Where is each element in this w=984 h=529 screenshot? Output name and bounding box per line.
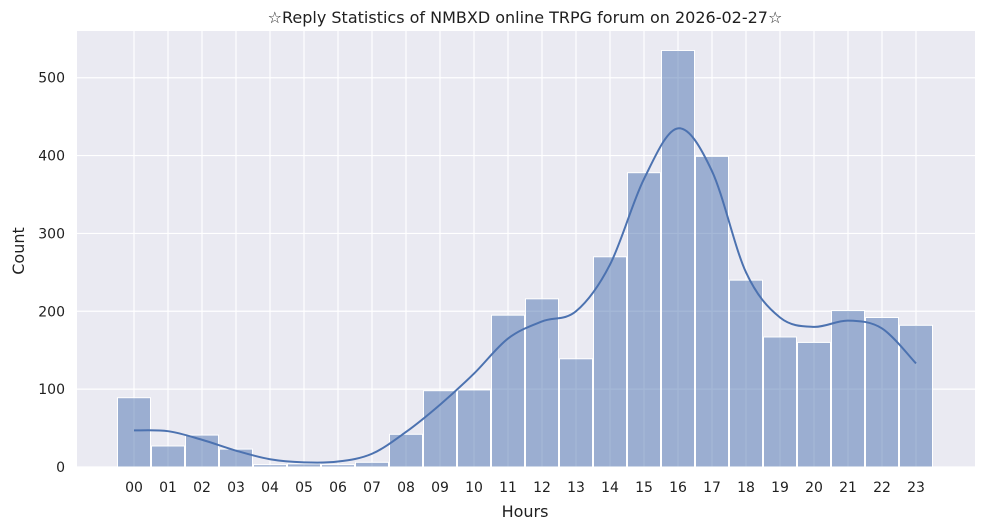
x-tick-label-08: 08 [397,480,415,496]
x-tick-label-00: 00 [125,480,143,496]
x-tick-label-03: 03 [227,480,245,496]
x-tick-label-01: 01 [159,480,177,496]
bar-07 [355,461,389,468]
bar-10 [457,389,491,468]
y-tick-label-400: 400 [38,149,65,165]
bar-18 [729,279,763,468]
bar-13 [559,358,593,468]
bar-02 [185,434,219,468]
bar-23 [899,324,933,468]
y-tick-label-500: 500 [38,71,65,87]
x-tick-label-10: 10 [465,480,483,496]
y-tick-label-200: 200 [38,304,65,320]
x-tick-label-14: 14 [601,480,619,496]
x-tick-label-18: 18 [737,480,755,496]
bar-11 [491,314,525,468]
x-tick-label-12: 12 [533,480,551,496]
x-tick-label-05: 05 [295,480,313,496]
x-tick-label-21: 21 [839,480,857,496]
y-tick-label-300: 300 [38,226,65,242]
y-axis-label: Count [9,227,28,275]
bar-03 [219,448,253,468]
x-tick-label-17: 17 [703,480,721,496]
x-axis-label: Hours [502,502,549,521]
y-tick-label-0: 0 [56,460,65,476]
x-tick-label-13: 13 [567,480,585,496]
x-tick-label-19: 19 [771,480,789,496]
bar-12 [525,298,559,468]
x-tick-label-11: 11 [499,480,517,496]
bar-20 [797,341,831,468]
bar-19 [763,336,797,468]
bar-22 [865,317,899,468]
bar-04 [253,464,287,468]
bar-17 [695,155,729,468]
x-tick-label-07: 07 [363,480,381,496]
x-tick-label-20: 20 [805,480,823,496]
y-tick-label-100: 100 [38,382,65,398]
bar-15 [627,172,661,468]
x-tick-label-22: 22 [873,480,891,496]
x-tick-label-23: 23 [907,480,925,496]
axis-layer: 0 100 200 300 400 500 00 01 02 03 04 05 06 07 08 09 10 11… [38,71,925,496]
bars-layer [117,49,933,468]
bar-16 [661,49,695,468]
x-tick-label-09: 09 [431,480,449,496]
bar-06 [321,464,355,468]
kde-line [133,127,917,464]
bar-21 [831,310,865,468]
x-tick-label-04: 04 [261,480,279,496]
bar-00 [117,397,151,468]
chart-title: ☆Reply Statistics of NMBXD online TRPG f… [268,8,783,27]
x-tick-label-06: 06 [329,480,347,496]
x-tick-label-15: 15 [635,480,653,496]
x-tick-label-02: 02 [193,480,211,496]
bar-05 [287,463,321,468]
bar-01 [151,445,185,468]
bar-14 [593,256,627,468]
x-tick-label-16: 16 [669,480,687,496]
bar-09 [423,390,457,468]
